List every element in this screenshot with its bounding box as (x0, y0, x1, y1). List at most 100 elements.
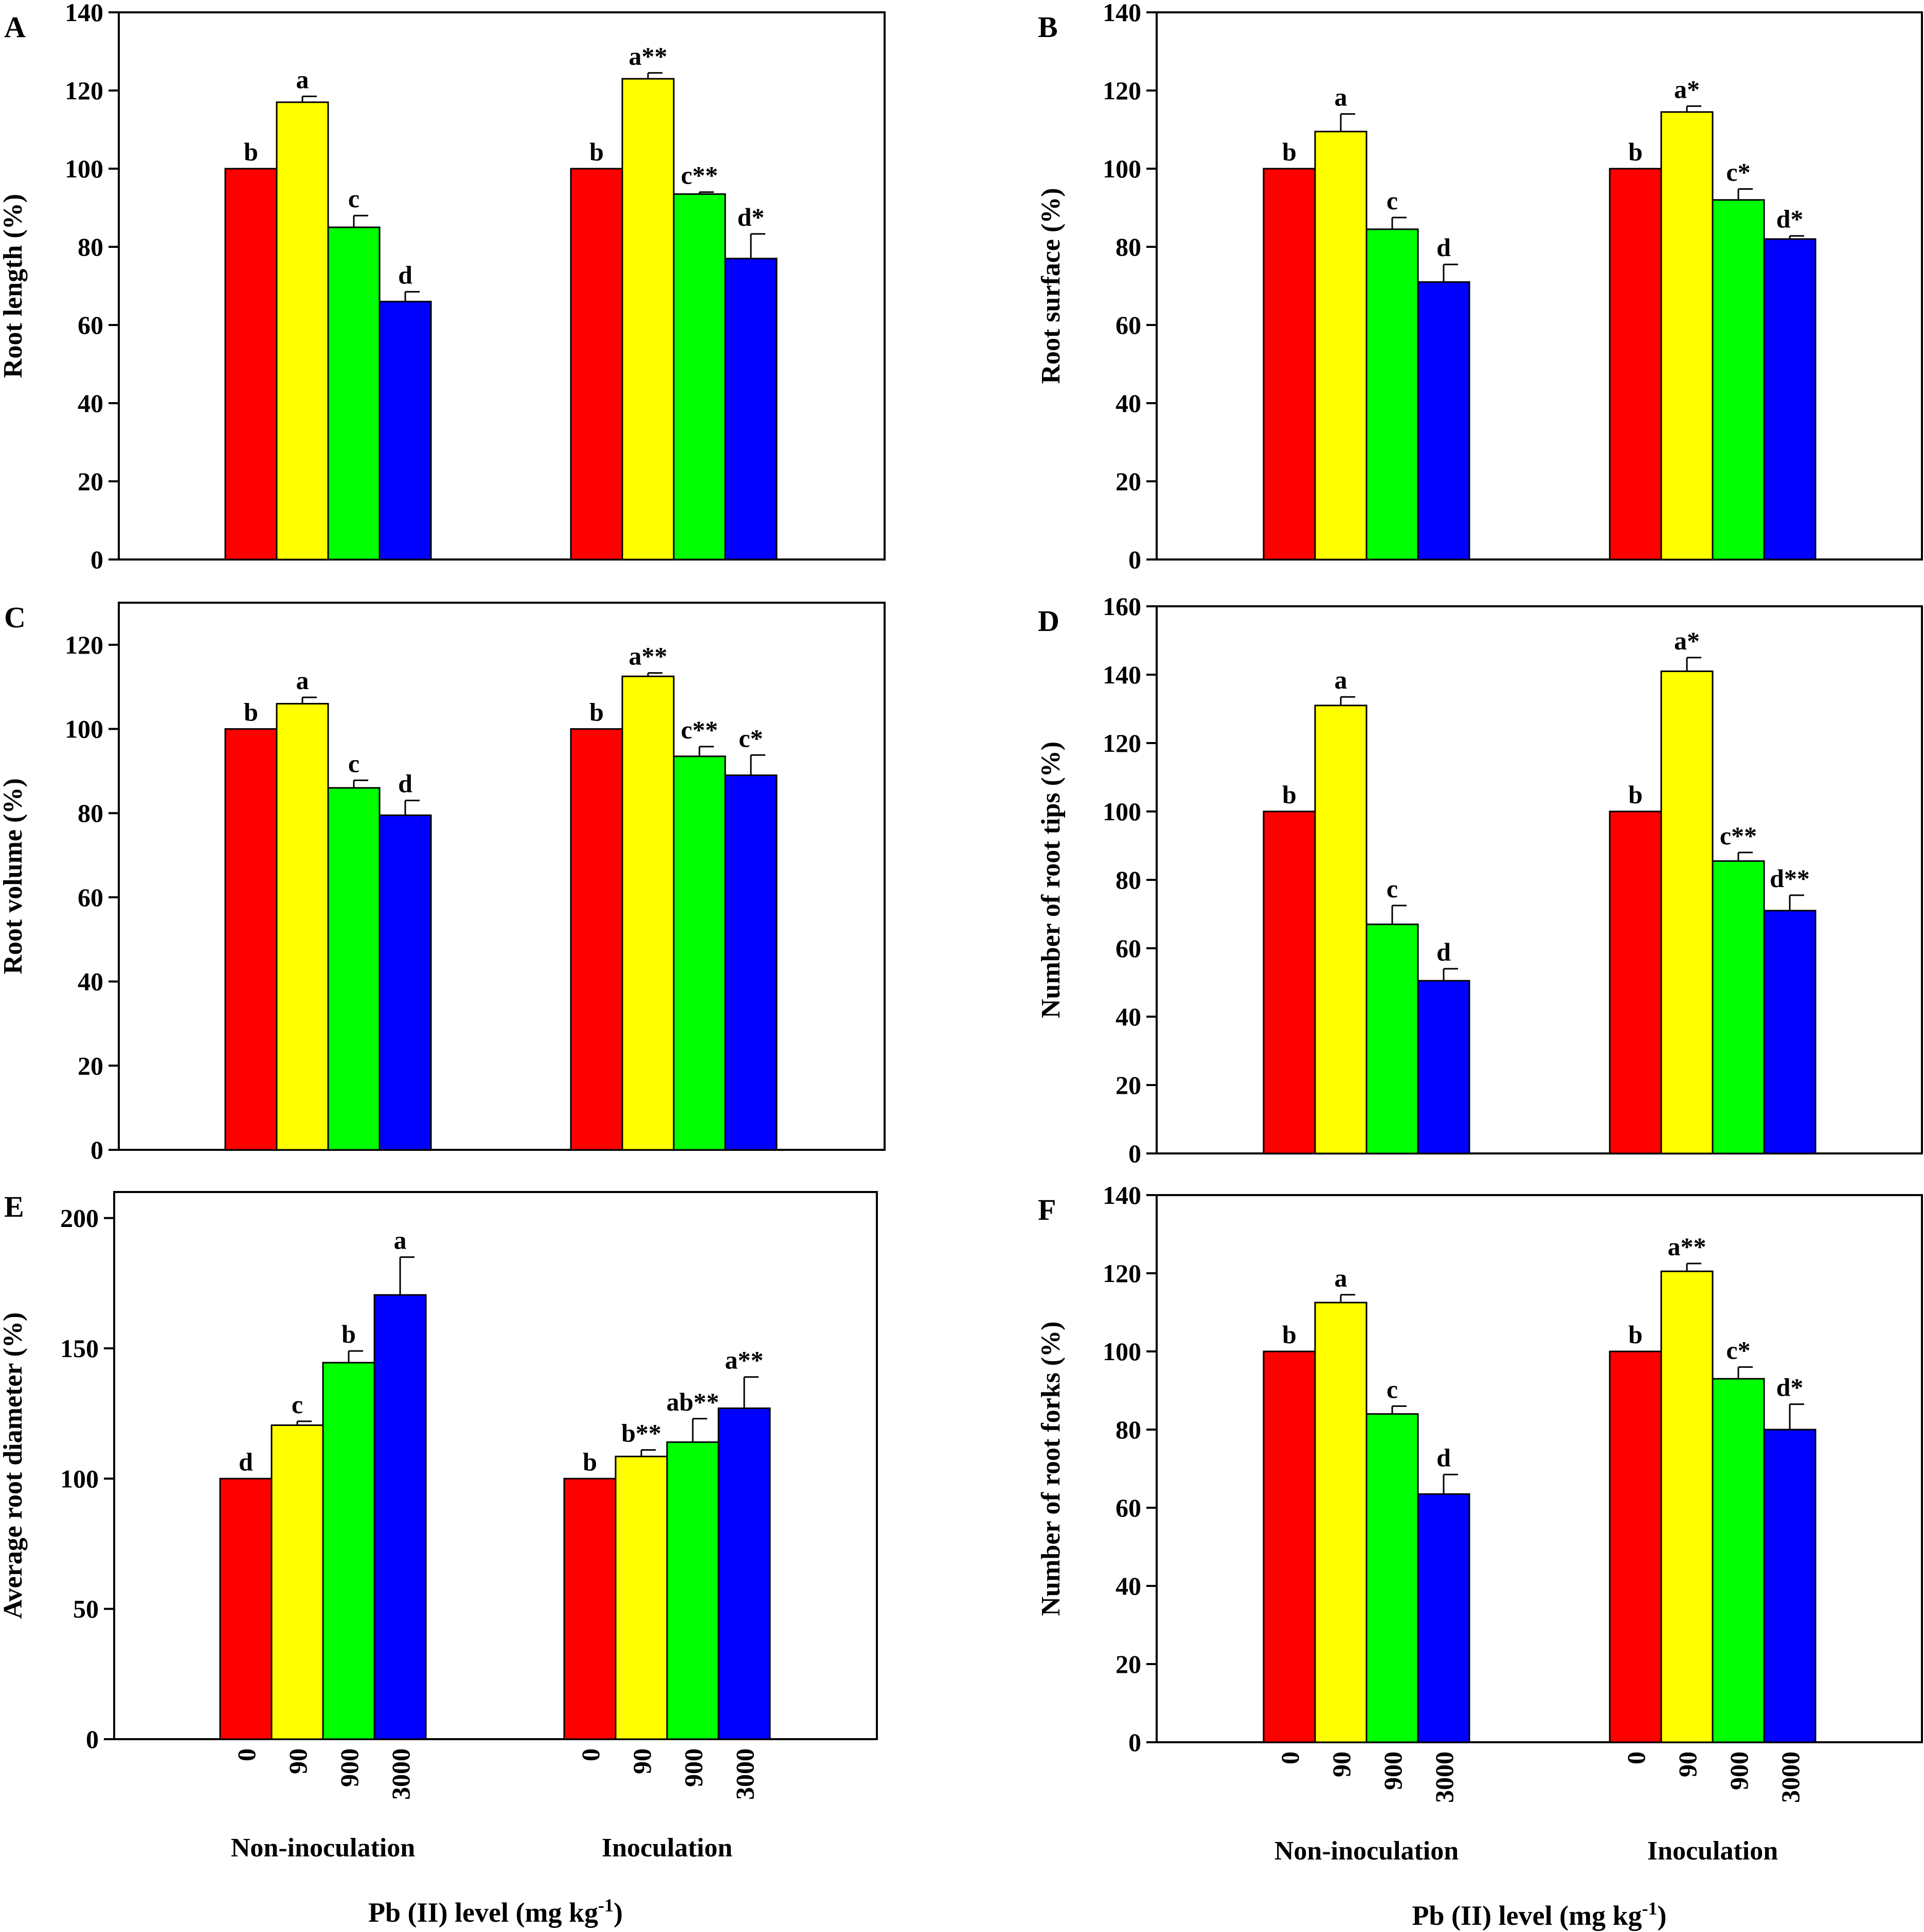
significance-label: b (589, 698, 604, 727)
significance-label: c (292, 1390, 303, 1419)
bar-90 (271, 1424, 324, 1740)
panel-B: B 0 20 40 60 80 100 120 140 Root surface (%) b a c d b… (1036, 0, 1923, 574)
y-tick-label: 60 (78, 311, 103, 339)
x-tick-label: 3000 (1776, 1752, 1805, 1803)
x-tick-label: 90 (1673, 1752, 1702, 1777)
y-tick-label: 0 (1128, 545, 1141, 574)
bar-0 (224, 728, 278, 1151)
significance-label: a* (1674, 626, 1700, 655)
y-tick-label: 0 (86, 1725, 99, 1754)
y-tick-label: 20 (1116, 1650, 1141, 1678)
y-tick-label: 40 (1116, 389, 1141, 418)
bar-90 (1314, 131, 1368, 561)
bar-3000 (373, 1294, 427, 1740)
panel-letter: C (4, 601, 26, 634)
y-tick-label: 0 (91, 545, 103, 574)
bar-90 (1314, 1302, 1368, 1743)
significance-label: c (1387, 1375, 1398, 1403)
bar-900 (322, 1362, 375, 1740)
panel-D: D 0 20 40 60 80 100 120 140 160 Number of root tip… (1036, 592, 1923, 1168)
y-axis-label: Average root diameter (%) (0, 1312, 28, 1619)
bar-90 (1660, 111, 1714, 561)
significance-label: c* (739, 724, 763, 752)
bar-0 (224, 168, 278, 561)
significance-label: b (1282, 1320, 1297, 1349)
plot-frame (118, 602, 886, 1151)
bar-900 (673, 193, 726, 561)
significance-label: b (583, 1447, 597, 1476)
significance-label: a** (629, 42, 668, 70)
y-tick-label: 100 (1103, 1337, 1141, 1366)
bar-900 (1712, 199, 1765, 561)
y-axis-label: Root length (%) (0, 194, 28, 378)
bar-90 (621, 78, 675, 561)
x-tick-label: 900 (335, 1748, 364, 1787)
plot-frame (113, 1191, 878, 1740)
y-tick-label: 20 (78, 1051, 103, 1080)
y-tick-label: 60 (1116, 1493, 1141, 1522)
y-tick-label: 40 (78, 389, 103, 418)
x-tick-label: 0 (232, 1748, 261, 1761)
bar-3000 (717, 1407, 771, 1740)
panel-C: C 0 20 40 60 80 100 120 Root volume (%) b a c d b a** c… (0, 601, 886, 1164)
x-tick-label: 900 (1378, 1752, 1407, 1790)
bar-0 (219, 1477, 273, 1740)
bar-3000 (379, 300, 432, 561)
plot-frame (118, 11, 886, 561)
significance-label: a (394, 1226, 407, 1255)
significance-label: a (1335, 665, 1347, 694)
x-tick-label: 0 (576, 1748, 605, 1761)
significance-label: c** (1720, 821, 1757, 850)
y-tick-label: 200 (60, 1204, 99, 1233)
bar-3000 (1417, 281, 1470, 561)
bar-90 (1314, 705, 1368, 1154)
significance-label: d* (738, 203, 765, 231)
significance-label: d (398, 260, 412, 289)
bar-3000 (1417, 980, 1470, 1154)
bar-0 (1609, 1350, 1662, 1743)
significance-label: b (244, 698, 258, 727)
significance-label: c (348, 749, 359, 778)
x-tick-label: 900 (1724, 1752, 1753, 1790)
x-tick-label: 3000 (1430, 1752, 1459, 1803)
significance-label: d (398, 769, 412, 798)
significance-label: a* (1674, 75, 1700, 103)
panel-E: E 0 50 100 150 200 Average root diameter (%) d c… (0, 1190, 878, 1928)
significance-label: b (341, 1320, 356, 1348)
bar-3000 (1763, 910, 1817, 1154)
bar-900 (1365, 923, 1419, 1154)
y-tick-label: 20 (78, 467, 103, 496)
plot-frame (1156, 11, 1923, 561)
significance-label: c (1387, 874, 1398, 903)
y-tick-label: 20 (1116, 467, 1141, 496)
y-tick-label: 140 (1103, 1181, 1141, 1209)
y-tick-label: 60 (1116, 311, 1141, 339)
y-tick-label: 20 (1116, 1071, 1141, 1099)
bar-90 (1660, 1270, 1714, 1743)
x-tick-label: 0 (1275, 1752, 1304, 1764)
significance-label: c (348, 184, 359, 213)
bar-0 (1609, 810, 1662, 1154)
y-axis-label: Root volume (%) (0, 778, 28, 974)
y-tick-label: 0 (1128, 1728, 1141, 1757)
significance-label: c** (681, 715, 718, 744)
x-tick-label: 3000 (730, 1748, 759, 1800)
significance-label: d (239, 1447, 253, 1476)
x-tick-label: 90 (283, 1748, 312, 1774)
significance-label: d (1436, 1443, 1451, 1472)
y-tick-label: 140 (1103, 660, 1141, 689)
y-axis-label: Root surface (%) (1036, 188, 1066, 384)
y-tick-label: 140 (1103, 0, 1141, 27)
plot-frame (1156, 1194, 1923, 1743)
x-tick-label: 900 (679, 1748, 708, 1787)
significance-label: d (1436, 937, 1451, 966)
significance-label: b** (621, 1419, 661, 1448)
y-tick-label: 100 (65, 154, 103, 183)
y-tick-label: 80 (1116, 1415, 1141, 1444)
bar-90 (621, 675, 675, 1151)
significance-label: d** (1770, 864, 1810, 893)
bar-90 (1660, 670, 1714, 1154)
y-tick-label: 120 (1103, 729, 1141, 757)
panel-F: F 0 20 40 60 80 100 120 140 Number of root forks … (1036, 1181, 1923, 1931)
